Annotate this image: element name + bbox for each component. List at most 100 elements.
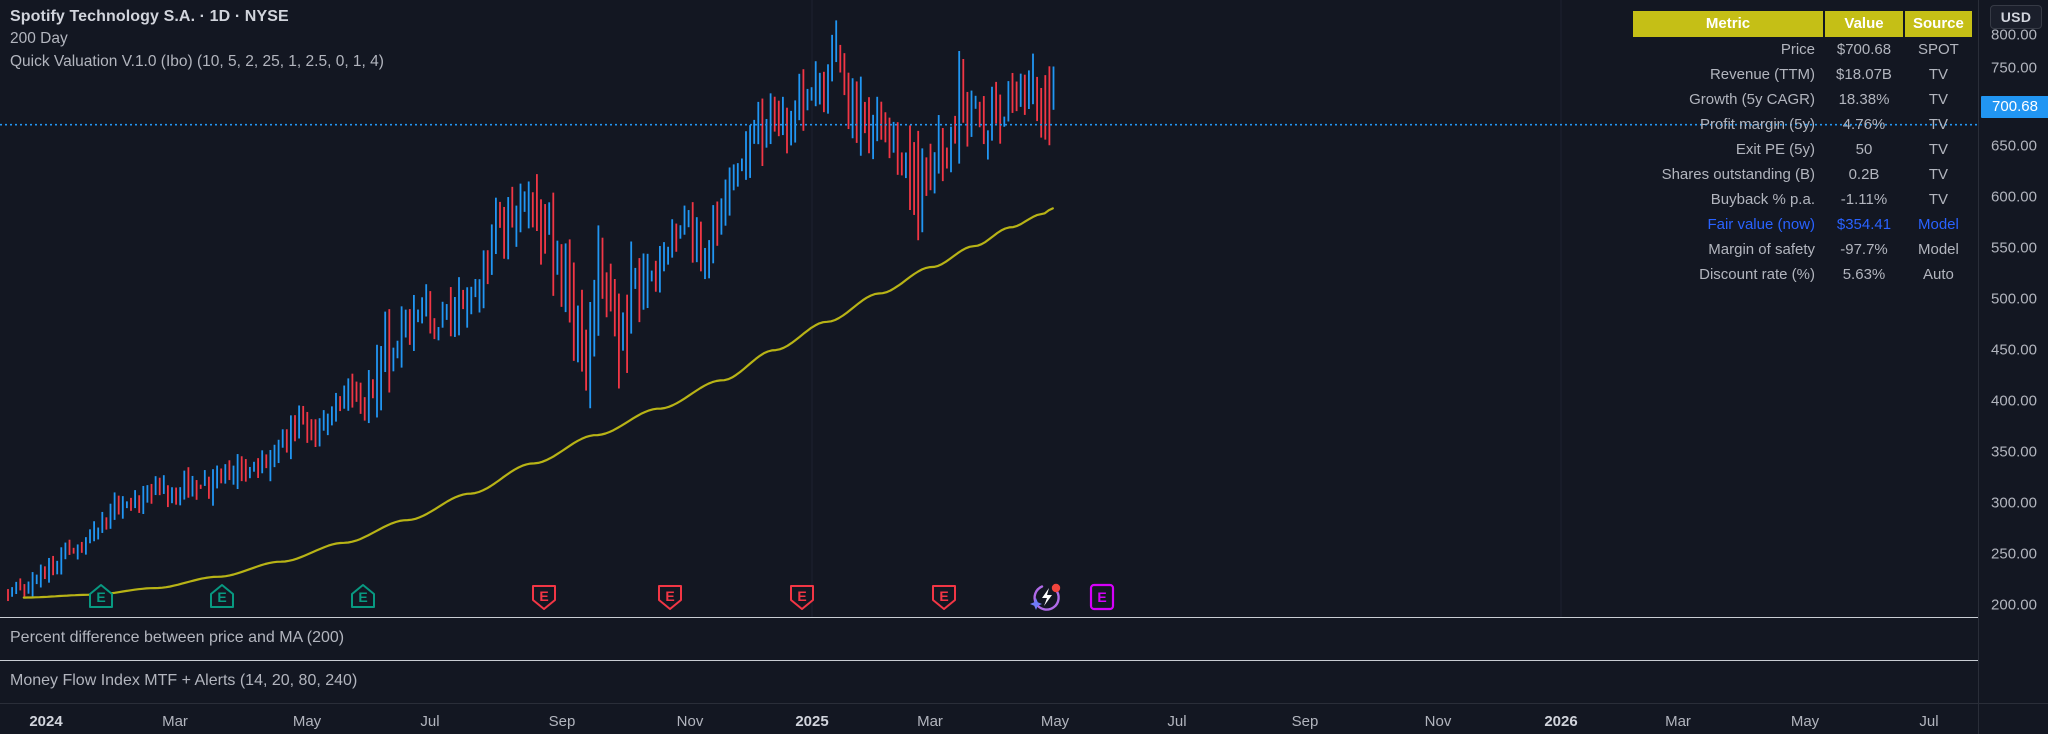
- marker-earnings-up[interactable]: E: [89, 584, 113, 608]
- cell-value: -1.11%: [1840, 191, 1888, 208]
- earnings-marker-shape[interactable]: [89, 584, 113, 608]
- cell-metric: Buyback % p.a.: [1710, 191, 1815, 208]
- price-tick: 600.00: [1991, 188, 2037, 206]
- marker-label: E: [665, 588, 674, 604]
- time-tick: Jul: [420, 713, 440, 730]
- cell-value: 18.38%: [1838, 91, 1890, 108]
- table-row: Fair value (now) $354.41 Model: [1633, 212, 1972, 237]
- quick-valuation-table: Metric Value Source Price $700.68 SPOT Reve…: [1631, 11, 1974, 287]
- price-tick: 250.00: [1991, 545, 2037, 563]
- time-tick: Mar: [1665, 713, 1691, 730]
- price-tick: 650.00: [1991, 137, 2037, 155]
- table-row: Buyback % p.a. -1.11% TV: [1633, 187, 1972, 212]
- earnings-marker-shape[interactable]: [532, 585, 556, 610]
- cell-source: TV: [1928, 166, 1949, 183]
- table-row: Exit PE (5y) 50 TV: [1633, 137, 1972, 162]
- time-tick: Mar: [162, 713, 188, 730]
- cell-source: Auto: [1923, 266, 1954, 283]
- marker-earnings-up[interactable]: E: [351, 584, 375, 608]
- legend-money-flow-index[interactable]: Money Flow Index MTF + Alerts (14, 20, 8…: [10, 672, 358, 689]
- earnings-marker-shape[interactable]: [658, 585, 682, 610]
- table-row: Revenue (TTM) $18.07B TV: [1633, 62, 1972, 87]
- cell-metric: Price: [1780, 41, 1815, 58]
- currency-badge[interactable]: USD: [1990, 5, 2042, 29]
- table-row: Profit margin (5y) 4.76% TV: [1633, 112, 1972, 137]
- column-header-source: Source: [1905, 11, 1972, 37]
- current-price-label[interactable]: 700.68: [1981, 96, 2048, 118]
- cell-metric: Fair value (now): [1707, 216, 1815, 233]
- ai-event-circle[interactable]: [1033, 585, 1060, 611]
- price-tick: 350.00: [1991, 443, 2037, 461]
- time-tick: May: [1790, 713, 1820, 730]
- marker-label: E: [539, 588, 548, 604]
- indicator-legend-200day[interactable]: 200 Day: [10, 30, 68, 48]
- price-tick: 300.00: [1991, 494, 2037, 512]
- pane-money-flow-index[interactable]: Money Flow Index MTF + Alerts (14, 20, 8…: [0, 660, 1978, 703]
- time-tick: Jul: [1919, 713, 1939, 730]
- marker-earnings-down[interactable]: E: [790, 585, 814, 610]
- price-tick: 500.00: [1991, 290, 2037, 308]
- cell-value: $354.41: [1836, 216, 1892, 233]
- marker-label: E: [939, 588, 948, 604]
- cell-source: TV: [1928, 66, 1949, 83]
- price-axis[interactable]: USD 800.00 750.00 650.00 600.00 550.00 500.00…: [1978, 0, 2048, 703]
- column-header-metric: Metric: [1633, 11, 1823, 37]
- marker-label: E: [358, 589, 367, 605]
- cell-metric: Revenue (TTM): [1709, 66, 1815, 83]
- time-axis[interactable]: 2024 Mar May Jul Sep Nov 2025 Mar May Jul Sep Nov 20…: [0, 703, 2048, 734]
- marker-earnings-down[interactable]: E: [932, 585, 956, 610]
- legend-percent-difference[interactable]: Percent difference between price and MA …: [10, 629, 345, 646]
- earnings-marker-shape[interactable]: [1089, 583, 1115, 611]
- marker-label: E: [1097, 589, 1106, 605]
- price-tick: 550.00: [1991, 239, 2037, 257]
- time-tick: May: [292, 713, 322, 730]
- indicator-legend-quick-valuation[interactable]: Quick Valuation V.1.0 (Ibo) (10, 5, 2, 2…: [10, 52, 384, 70]
- cell-metric: Discount rate (%): [1699, 266, 1815, 283]
- time-tick: 2025: [795, 713, 829, 730]
- marker-earnings-box[interactable]: E: [1089, 583, 1115, 611]
- cell-metric: Shares outstanding (B): [1661, 166, 1815, 183]
- lightning-bolt-icon[interactable]: [1042, 588, 1052, 606]
- chart-title-block: Spotify Technology S.A. · 1D · NYSE 200 …: [10, 6, 384, 72]
- table-row: Shares outstanding (B) 0.2B TV: [1633, 162, 1972, 187]
- cell-metric: Profit margin (5y): [1699, 116, 1815, 133]
- sparkle-icon[interactable]: [1030, 598, 1042, 610]
- alert-dot-icon[interactable]: [1051, 583, 1061, 593]
- symbol-title[interactable]: Spotify Technology S.A. · 1D · NYSE: [10, 8, 289, 25]
- time-tick: Nov: [1424, 713, 1452, 730]
- price-tick: 800.00: [1991, 26, 2037, 44]
- marker-earnings-up[interactable]: E: [210, 584, 234, 608]
- cell-source: TV: [1928, 116, 1949, 133]
- time-tick: Sep: [548, 713, 576, 730]
- pane-percent-difference[interactable]: Percent difference between price and MA …: [0, 617, 1978, 660]
- time-tick: May: [1040, 713, 1070, 730]
- cell-value: 0.2B: [1848, 166, 1880, 183]
- earnings-marker-shape[interactable]: [351, 584, 375, 608]
- cell-source: TV: [1928, 141, 1949, 158]
- cell-metric: Exit PE (5y): [1735, 141, 1815, 158]
- cell-source: Model: [1918, 241, 1959, 258]
- earnings-marker-shape[interactable]: [210, 584, 234, 608]
- moving-average-line-200: [22, 207, 1054, 599]
- earnings-marker-shape[interactable]: [932, 585, 956, 610]
- earnings-marker-shape[interactable]: [790, 585, 814, 610]
- price-tick: 450.00: [1991, 341, 2037, 359]
- time-axis-divider: [1978, 704, 1979, 734]
- table-header-row: Metric Value Source: [1633, 11, 1972, 37]
- cell-metric: Margin of safety: [1708, 241, 1815, 258]
- time-tick: 2024: [29, 713, 63, 730]
- marker-earnings-down[interactable]: E: [532, 585, 556, 610]
- column-header-value: Value: [1825, 11, 1903, 37]
- cell-value: 4.76%: [1842, 116, 1886, 133]
- marker-earnings-down[interactable]: E: [658, 585, 682, 610]
- cell-value: $700.68: [1836, 41, 1892, 58]
- time-tick: Jul: [1167, 713, 1187, 730]
- price-tick: 200.00: [1991, 596, 2037, 614]
- table-row: Discount rate (%) 5.63% Auto: [1633, 262, 1972, 287]
- cell-value: 50: [1855, 141, 1873, 158]
- cell-value: -97.7%: [1840, 241, 1888, 258]
- marker-ai-event[interactable]: [1030, 583, 1061, 611]
